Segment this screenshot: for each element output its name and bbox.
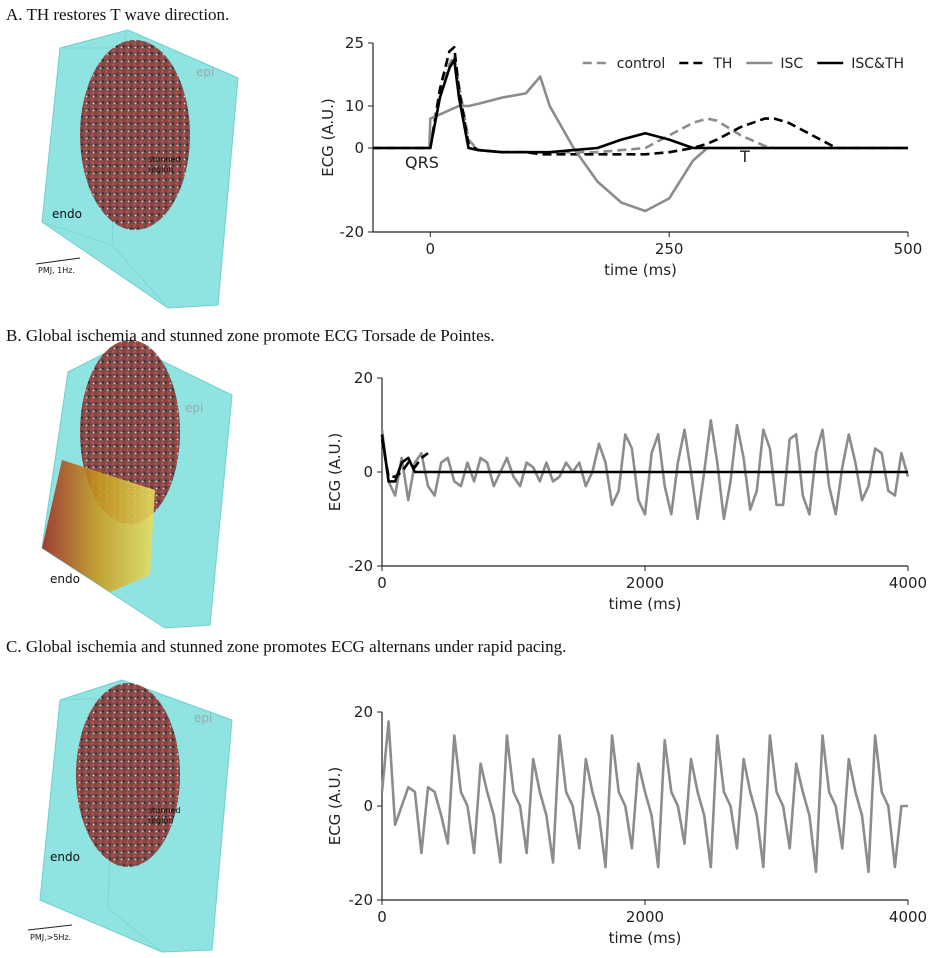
y-tick-label: -20	[349, 557, 374, 575]
x-tick-label: 0	[377, 574, 387, 592]
y-tick-label: -20	[340, 223, 365, 241]
x-tick-label: 500	[894, 240, 923, 258]
ecg-line	[380, 720, 908, 874]
illustration-a: epi stunned region endo PMJ, 1Hz.	[35, 29, 239, 309]
y-tick-label: 10	[345, 97, 364, 115]
illustration-label: PMJ,>5Hz.	[30, 933, 71, 942]
y-axis-label: ECG (A.U.)	[326, 767, 344, 846]
y-tick-label: 0	[354, 139, 364, 157]
x-tick-label: 4000	[889, 574, 927, 592]
x-tick-label: 4000	[889, 908, 927, 926]
x-tick-label: 0	[426, 240, 436, 258]
annotation: QRS	[405, 153, 439, 172]
illustration-c: epi stunned region endo PMJ,>5Hz.	[27, 679, 233, 953]
illustration-label: stunned	[148, 155, 181, 164]
y-axis-label: ECG (A.U.)	[319, 98, 337, 177]
panel-title: C. Global ischemia and stunned zone prom…	[6, 637, 566, 656]
x-tick-label: 2000	[626, 574, 664, 592]
illustration-label: region	[148, 165, 173, 174]
illustration-label: endo	[50, 850, 80, 864]
illustration-label: epi	[185, 401, 203, 415]
ecg-line	[380, 419, 910, 521]
y-axis-label: ECG (A.U.)	[326, 433, 344, 512]
x-axis-label: time (ms)	[604, 261, 677, 279]
illustration-label: epi	[196, 65, 214, 79]
legend-label: ISC&TH	[851, 56, 904, 72]
y-tick-label: 0	[363, 463, 373, 481]
illustration-label: epi	[194, 711, 212, 725]
y-tick-label: 25	[345, 34, 364, 52]
illustration-label: endo	[52, 207, 82, 221]
illustration-label: PMJ, 1Hz.	[38, 266, 75, 275]
y-tick-label: 20	[354, 369, 373, 387]
illustration-label: stunned	[148, 806, 181, 815]
x-tick-label: 250	[655, 240, 684, 258]
ecg-line	[373, 58, 908, 154]
panel-title: A. TH restores T wave direction.	[6, 5, 229, 24]
legend-label: TH	[712, 56, 732, 72]
legend-label: control	[617, 56, 666, 72]
x-axis-label: time (ms)	[609, 595, 682, 613]
ecg-line	[380, 434, 908, 483]
illustration-b: epi endo	[41, 340, 233, 629]
illustration-label: endo	[50, 572, 80, 586]
y-tick-label: 0	[363, 797, 373, 815]
x-tick-label: 0	[377, 908, 387, 926]
panel-title: B. Global ischemia and stunned zone prom…	[6, 326, 495, 345]
x-axis-label: time (ms)	[609, 929, 682, 947]
ecg-line	[380, 438, 429, 478]
annotation: T	[739, 147, 750, 166]
legend-label: ISC	[780, 56, 803, 72]
illustration-label: region	[148, 816, 173, 825]
y-tick-label: -20	[349, 891, 374, 909]
y-tick-label: 20	[354, 703, 373, 721]
x-tick-label: 2000	[626, 908, 664, 926]
ecg-line	[373, 45, 908, 156]
